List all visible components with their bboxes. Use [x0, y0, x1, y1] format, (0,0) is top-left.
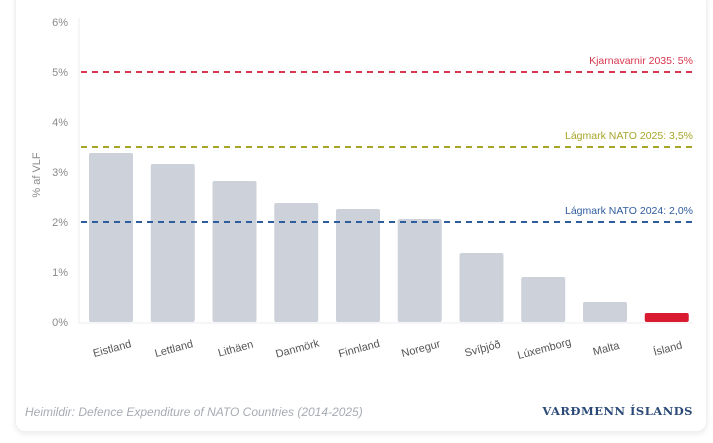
y-tick-label: 6%: [52, 17, 68, 29]
bar-malta: [583, 302, 627, 322]
reference-line-label: Lágmark NATO 2025: 3,5%: [565, 130, 693, 142]
reference-lines: Kjarnavarnir 2035: 5% Lágmark NATO 2025: …: [81, 55, 693, 223]
brand-logo: VARÐMENN ÍSLANDS: [542, 404, 693, 418]
x-tick-label: Finnland: [337, 338, 381, 361]
bar-finnland: [336, 209, 380, 322]
x-tick-label: Ísland: [652, 339, 684, 359]
x-axis-labels: Eistland Lettland Lithäen Danmörk Finnland No…: [92, 336, 684, 362]
y-tick-label: 5%: [52, 67, 68, 79]
y-tick-label: 4%: [52, 117, 68, 129]
x-tick-label: Svíþjóð: [463, 339, 502, 360]
y-axis-title: % af VLF: [31, 152, 43, 198]
y-axis: 0% 1% 2% 3% 4% 5% 6%: [52, 17, 693, 329]
x-tick-label: Lúxemborg: [516, 336, 572, 362]
x-tick-label: Lettland: [154, 338, 195, 360]
x-tick-label: Eistland: [92, 338, 133, 360]
bar-lúxemborg: [521, 277, 566, 322]
x-tick-label: Danmörk: [274, 337, 321, 360]
bar-lettland: [150, 164, 195, 322]
y-tick-label: 3%: [52, 167, 68, 179]
x-tick-label: Noregur: [400, 338, 442, 360]
bar-noregur: [397, 219, 442, 322]
bar-danmörk: [274, 203, 319, 322]
y-tick-label: 1%: [52, 267, 68, 279]
y-tick-label: 0%: [52, 317, 68, 329]
y-tick-label: 2%: [52, 217, 68, 229]
bars: [89, 153, 689, 322]
bar-ísland: [644, 313, 689, 322]
bar-lithäen: [212, 181, 257, 322]
x-tick-label: Malta: [592, 340, 622, 359]
reference-line-label: Kjarnavarnir 2035: 5%: [589, 55, 693, 67]
bar-svíþjóð: [459, 253, 504, 322]
reference-line-label: Lágmark NATO 2024: 2,0%: [565, 205, 693, 217]
source-note: Heimildir: Defence Expenditure of NATO C…: [25, 405, 363, 419]
bar-eistland: [89, 153, 133, 322]
x-tick-label: Lithäen: [217, 339, 255, 360]
